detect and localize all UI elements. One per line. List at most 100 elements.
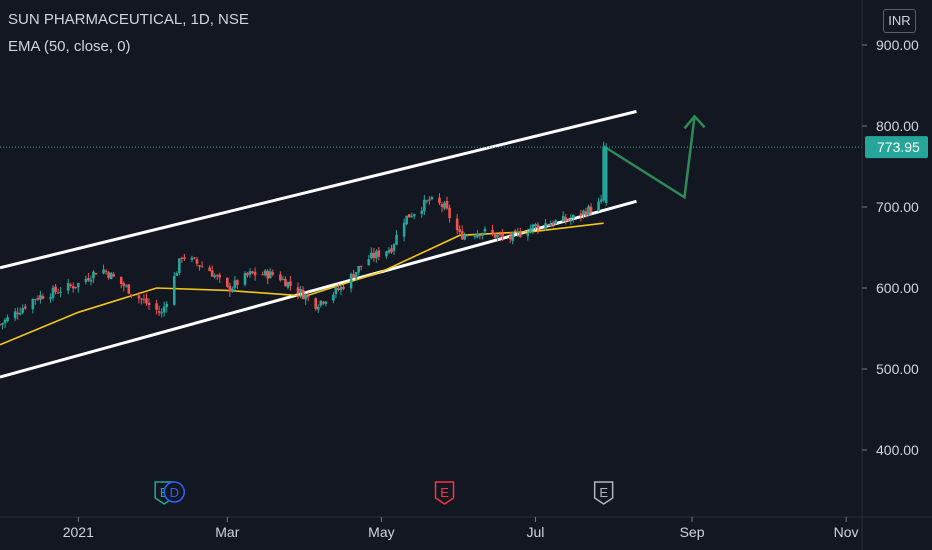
candle [443,200,446,211]
candle [261,271,264,276]
candle [359,265,363,271]
candle-body [334,287,338,295]
x-tick-label: Sep [680,524,705,540]
y-tick-label: 600.00 [876,280,919,296]
candle [430,195,434,201]
candle [54,283,57,295]
candle-body [359,265,363,267]
x-tick-label: Nov [834,524,859,540]
earnings-marker-shape [434,481,455,505]
candle-body [324,301,328,304]
earnings-icon[interactable]: E [434,481,455,505]
y-tick-label: 900.00 [876,37,919,53]
candle-body [107,272,110,278]
candle-body [354,271,358,279]
candle-body [420,210,424,214]
candle-body [587,206,590,216]
candle-body [481,232,484,236]
candle [51,285,55,301]
candle-body [281,278,285,280]
candle-body [516,231,520,233]
candle-body [357,265,360,273]
candle [119,276,123,289]
candle-body [377,250,381,257]
candle-body [145,298,148,304]
candle [324,300,328,307]
candle [498,231,502,239]
candle [56,288,60,294]
candle-body [236,280,239,285]
symbol-title[interactable]: SUN PHARMACEUTICAL, 1D, NSE [8,11,249,28]
candle [569,214,573,225]
candle-body [566,219,570,221]
candle [564,213,568,225]
candle [236,279,239,289]
candle-body [561,215,565,222]
ema-indicator-label[interactable]: EMA (50, close, 0) [8,38,131,55]
dividend-marker-shape [163,481,186,503]
candle [367,254,371,266]
candle [511,231,515,245]
x-tick-label: May [368,524,394,540]
candle-body [137,295,141,299]
drawings-layer [0,109,706,379]
candle [94,272,98,275]
candle [604,143,608,206]
candle [334,285,338,299]
candle-body [579,213,583,216]
earnings-icon[interactable]: E [593,481,614,505]
candle-body [496,234,499,238]
candle [455,214,459,235]
candle [306,292,310,302]
candle [162,301,166,317]
candle-body [21,308,25,313]
candle-body [526,233,530,236]
candle [448,204,451,223]
candle-body [208,267,211,272]
candle [253,267,257,281]
candle [284,276,287,287]
event-markers-layer[interactable]: EDEE [154,481,614,505]
candle [420,206,424,218]
candle [301,286,305,300]
event-marker-label: E [599,485,608,500]
candle-body [119,276,123,284]
candle [102,264,105,275]
candle-body [385,251,388,257]
candle [243,271,247,287]
candle [476,229,479,239]
candle-body [372,253,376,258]
candle-body [314,298,318,309]
candle-body [501,234,504,238]
candle-body [71,286,75,289]
candle [440,202,444,213]
candle [263,269,267,277]
candle [402,218,406,242]
candle [526,228,530,241]
candle [175,271,179,276]
candle [496,233,499,242]
candle [501,228,504,242]
candle [246,272,249,278]
candle-body [465,235,469,237]
candle-body [246,272,249,276]
candle [84,275,88,285]
candle [251,270,254,274]
candle-body [339,286,343,291]
candle-body [140,298,143,300]
x-tick-label: Mar [215,524,239,540]
currency-badge[interactable]: INR [883,9,916,33]
candle [587,204,590,217]
event-marker-label: D [170,485,179,500]
candle [147,298,151,311]
candle [536,222,540,234]
candle [445,196,449,210]
candle-body [589,206,593,212]
y-tick-label: 800.00 [876,118,919,134]
candle [425,199,429,204]
candle [286,281,290,290]
dividend-icon[interactable]: D [163,481,186,503]
candle-body [218,274,222,278]
candle-body [147,302,151,305]
